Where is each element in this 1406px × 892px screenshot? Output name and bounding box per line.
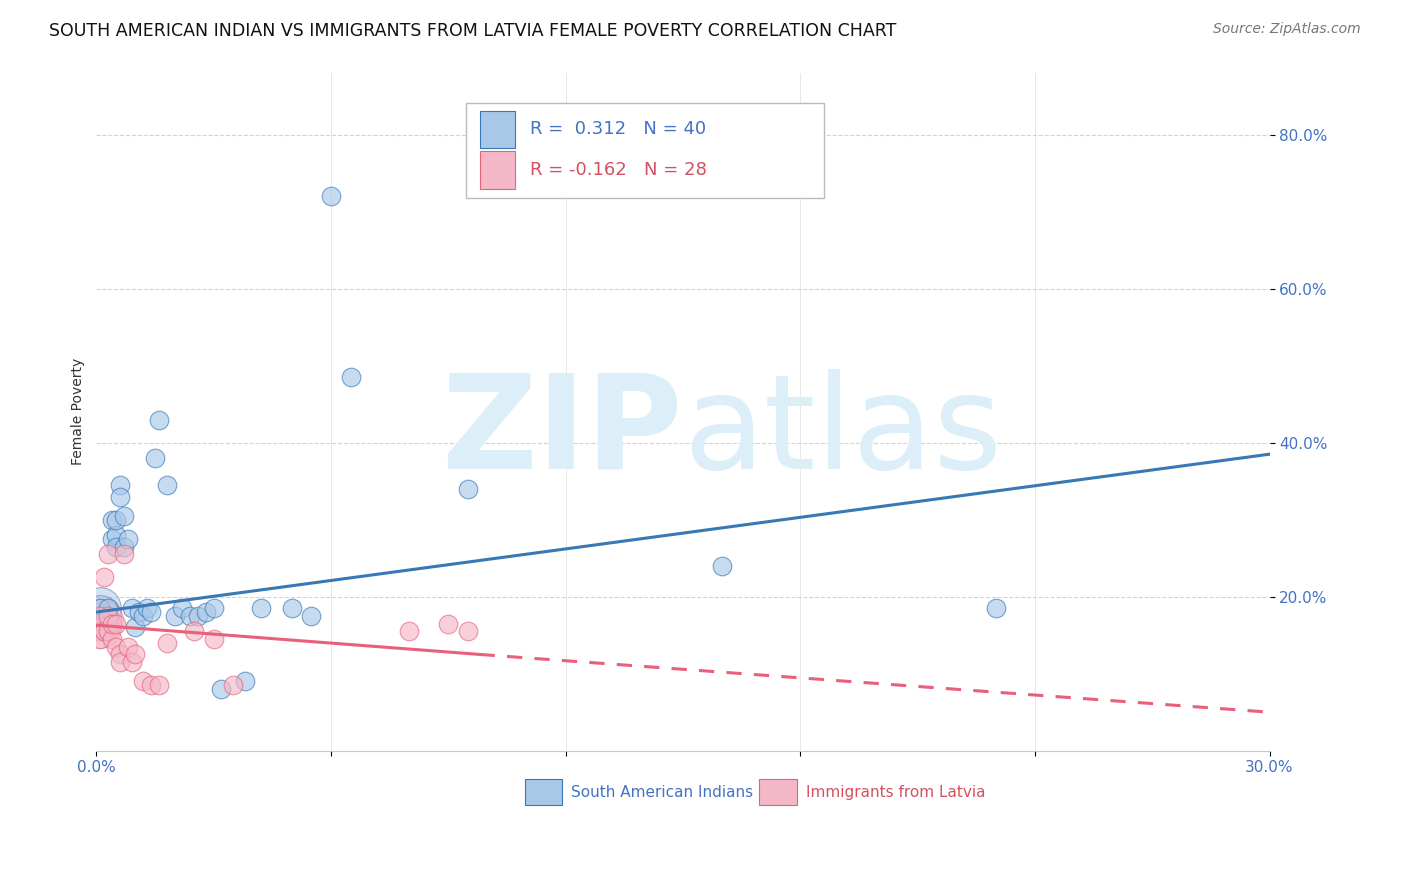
Text: Source: ZipAtlas.com: Source: ZipAtlas.com [1213,22,1361,37]
Point [156,478,179,492]
Point [97,624,120,639]
Point [117,640,139,654]
Point [249,601,271,615]
Point [97,601,120,615]
Point [202,601,225,615]
Point [93,613,115,627]
Point [148,412,170,426]
Point [104,640,127,654]
Point [101,513,124,527]
Point [101,532,124,546]
Point [132,608,155,623]
Point [128,605,150,619]
Point [124,620,146,634]
Point [112,540,135,554]
Point [339,370,361,384]
Point [93,624,115,639]
Text: R = -0.162   N = 28: R = -0.162 N = 28 [530,161,707,179]
Point [97,547,120,561]
Point [233,674,256,689]
Point [183,624,205,639]
Text: atlas: atlas [683,368,1002,496]
Point [108,490,131,504]
Point [984,601,1007,615]
Point [136,601,159,615]
Point [437,616,460,631]
Bar [524,779,562,805]
Point [124,648,146,662]
Point [97,608,120,623]
Point [93,570,115,584]
Point [457,482,479,496]
Text: ZIP: ZIP [441,368,683,496]
Point [89,608,111,623]
Point [104,616,127,631]
Point [139,605,162,619]
Point [143,451,166,466]
Point [101,616,124,631]
Point [301,608,323,623]
Point [97,616,120,631]
Bar [759,779,797,805]
Point [104,513,127,527]
Point [108,648,131,662]
Point [104,540,127,554]
Point [187,608,209,623]
Point [121,655,143,669]
Point [179,608,201,623]
Text: SOUTH AMERICAN INDIAN VS IMMIGRANTS FROM LATVIA FEMALE POVERTY CORRELATION CHART: SOUTH AMERICAN INDIAN VS IMMIGRANTS FROM… [49,22,897,40]
Point [148,678,170,692]
Point [398,624,420,639]
Point [121,601,143,615]
Point [222,678,245,692]
Point [108,478,131,492]
Point [319,189,342,203]
Point [89,620,111,634]
FancyBboxPatch shape [465,103,824,198]
Point [132,674,155,689]
Text: R =  0.312   N = 40: R = 0.312 N = 40 [530,120,707,138]
Point [89,620,111,634]
Point [202,632,225,646]
Y-axis label: Female Poverty: Female Poverty [72,359,86,466]
Bar [479,111,515,148]
Point [93,624,115,639]
Point [211,682,233,697]
Point [108,655,131,669]
Bar [479,152,515,188]
Text: South American Indians: South American Indians [571,785,754,799]
Point [139,678,162,692]
Point [172,601,194,615]
Point [163,608,186,623]
Point [89,601,111,615]
Point [117,532,139,546]
Text: Immigrants from Latvia: Immigrants from Latvia [806,785,986,799]
Point [101,632,124,646]
Point [112,508,135,523]
Point [112,547,135,561]
Point [89,601,111,615]
Point [457,624,479,639]
Point [89,608,111,623]
Point [104,528,127,542]
Point [89,632,111,646]
Point [156,636,179,650]
Point [194,605,217,619]
Point [281,601,304,615]
Point [711,558,734,573]
Point [91,613,114,627]
